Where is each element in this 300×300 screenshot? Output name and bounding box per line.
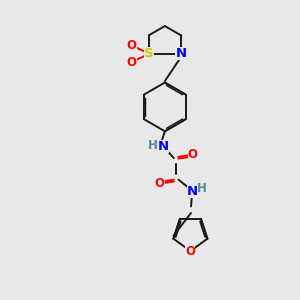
Text: H: H	[148, 139, 158, 152]
Text: H: H	[197, 182, 207, 194]
Text: N: N	[158, 140, 169, 153]
Text: O: O	[127, 56, 137, 68]
Text: O: O	[155, 177, 165, 190]
Text: O: O	[188, 148, 197, 161]
Text: S: S	[144, 47, 154, 60]
Text: N: N	[187, 185, 198, 198]
Text: N: N	[175, 47, 186, 60]
Text: O: O	[127, 39, 137, 52]
Text: O: O	[185, 244, 195, 258]
